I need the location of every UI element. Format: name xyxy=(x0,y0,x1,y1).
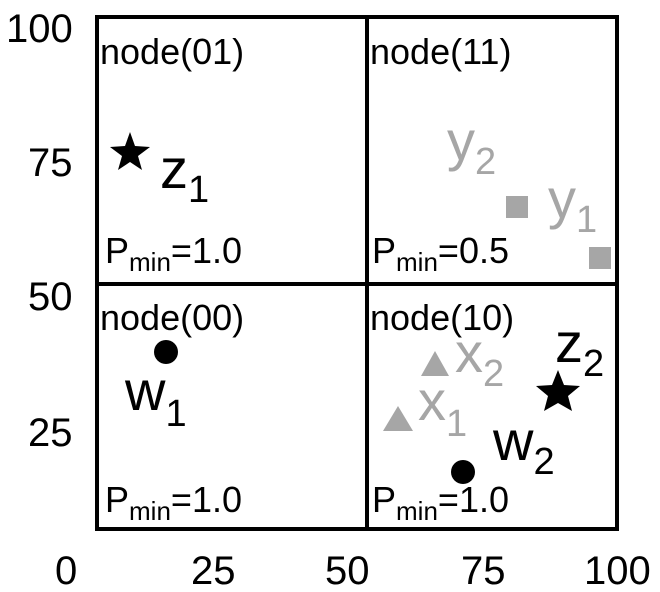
y-tick-50: 50 xyxy=(28,275,73,319)
z2-label: z2 xyxy=(555,311,604,385)
y2-label: y2 xyxy=(447,109,496,183)
pmin-label-00: Pmin=1.0 xyxy=(105,479,242,526)
x-tick-75: 75 xyxy=(461,549,506,592)
node-label-11: node(11) xyxy=(370,31,511,72)
node-label-00: node(00) xyxy=(100,297,244,338)
w1-circle-marker xyxy=(154,340,178,364)
z1-label: z1 xyxy=(160,137,209,211)
w1-label: w1 xyxy=(124,359,187,435)
y1-label: y1 xyxy=(548,167,597,241)
w2-circle-marker xyxy=(451,460,475,484)
pmin-label-11: Pmin=0.5 xyxy=(372,230,509,277)
x2-label: x2 xyxy=(455,321,504,395)
x-tick-0: 0 xyxy=(55,549,77,592)
z2-star-marker xyxy=(536,370,580,411)
y-tick-25: 25 xyxy=(28,411,73,455)
y-tick-100: 100 xyxy=(6,7,73,51)
z1-star-marker xyxy=(110,132,150,170)
x1-label: x1 xyxy=(418,369,467,445)
node-label-10: node(10) xyxy=(370,297,514,338)
node-label-01: node(01) xyxy=(100,31,244,72)
y-tick-75: 75 xyxy=(28,141,73,185)
y2-square-marker xyxy=(506,196,528,218)
pmin-label-10: Pmin=1.0 xyxy=(372,479,509,526)
x2-triangle-marker xyxy=(421,351,449,376)
outer-frame xyxy=(95,15,619,531)
w2-label: w2 xyxy=(492,409,555,483)
y1-square-marker xyxy=(589,247,611,269)
x-tick-100: 100 xyxy=(584,549,651,592)
pmin-label-01: Pmin=1.0 xyxy=(105,230,242,277)
x-tick-50: 50 xyxy=(325,549,370,592)
x-tick-25: 25 xyxy=(191,549,236,592)
x1-triangle-marker xyxy=(383,406,413,431)
